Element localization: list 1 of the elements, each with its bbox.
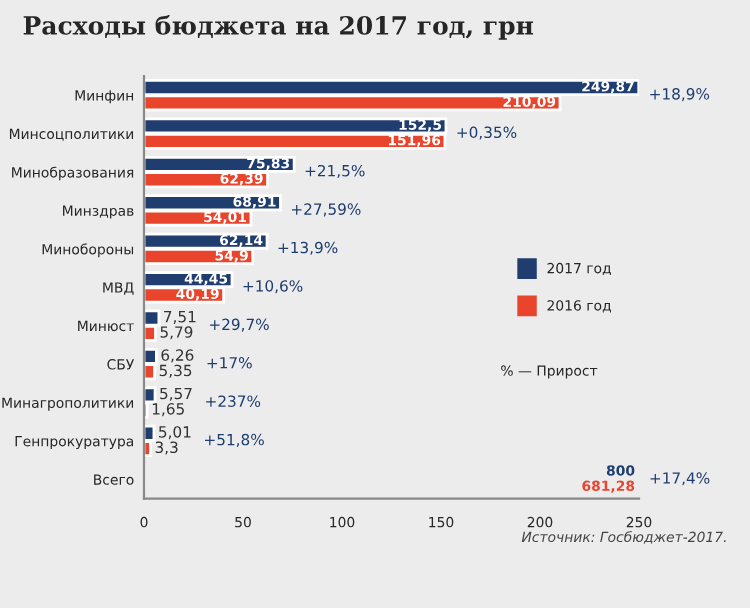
chart-title: Расходы бюджета на 2017 год, грн xyxy=(23,15,534,40)
